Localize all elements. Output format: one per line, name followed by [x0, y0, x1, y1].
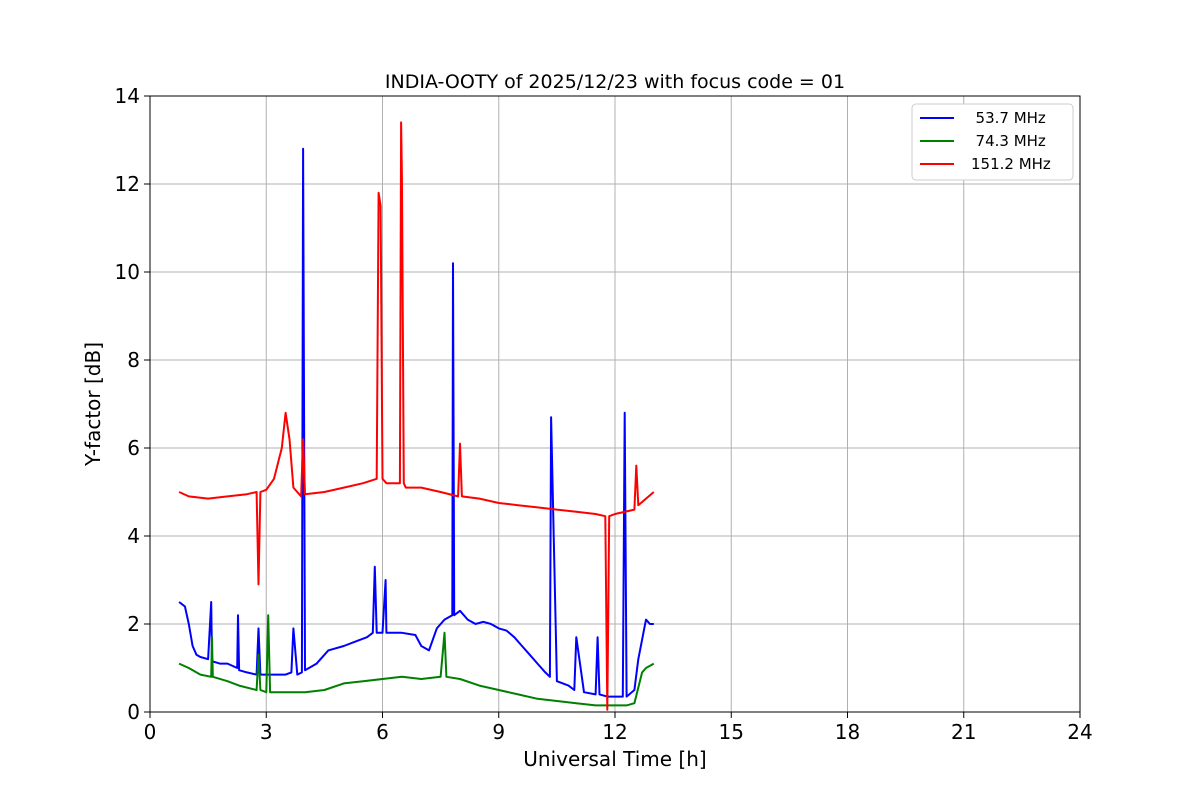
x-tick-label: 12	[602, 720, 627, 744]
chart-title: INDIA-OOTY of 2025/12/23 with focus code…	[385, 71, 845, 93]
y-tick-label: 0	[127, 700, 140, 724]
series-line-74-3-mhz	[178, 614, 655, 707]
x-tick-label: 0	[144, 720, 157, 744]
x-tick-label: 24	[1067, 720, 1092, 744]
x-tick-label: 3	[260, 720, 273, 744]
x-tick-label: 21	[951, 720, 976, 744]
x-axis-ticks: 0 3 6 9 12 15 18 21 24	[144, 712, 1093, 744]
y-axis-label: Y-factor [dB]	[81, 342, 105, 467]
y-tick-label: 10	[115, 260, 140, 284]
x-tick-label: 18	[835, 720, 860, 744]
y-tick-label: 2	[127, 612, 140, 636]
x-tick-label: 9	[492, 720, 505, 744]
x-tick-label: 6	[376, 720, 389, 744]
legend-label-151-2: 151.2 MHz	[971, 155, 1051, 173]
legend-label-53-7: 53.7 MHz	[966, 109, 1046, 127]
legend: 53.7 MHz 74.3 MHz 151.2 MHz	[911, 103, 1074, 181]
x-tick-label: 15	[719, 720, 744, 744]
y-tick-label: 6	[127, 436, 140, 460]
legend-label-74-3: 74.3 MHz	[966, 132, 1046, 150]
series-line-151-2-mhz	[178, 121, 655, 711]
y-tick-label: 8	[127, 348, 140, 372]
series-layer	[178, 121, 655, 711]
series-line-53-7-mhz	[178, 147, 654, 698]
x-axis-label: Universal Time [h]	[523, 747, 706, 771]
y-tick-label: 14	[115, 84, 140, 108]
legend-box	[911, 103, 1074, 181]
y-axis-ticks: 0 2 4 6 8 10 12 14	[115, 84, 150, 724]
y-tick-label: 12	[115, 172, 140, 196]
y-tick-label: 4	[127, 524, 140, 548]
